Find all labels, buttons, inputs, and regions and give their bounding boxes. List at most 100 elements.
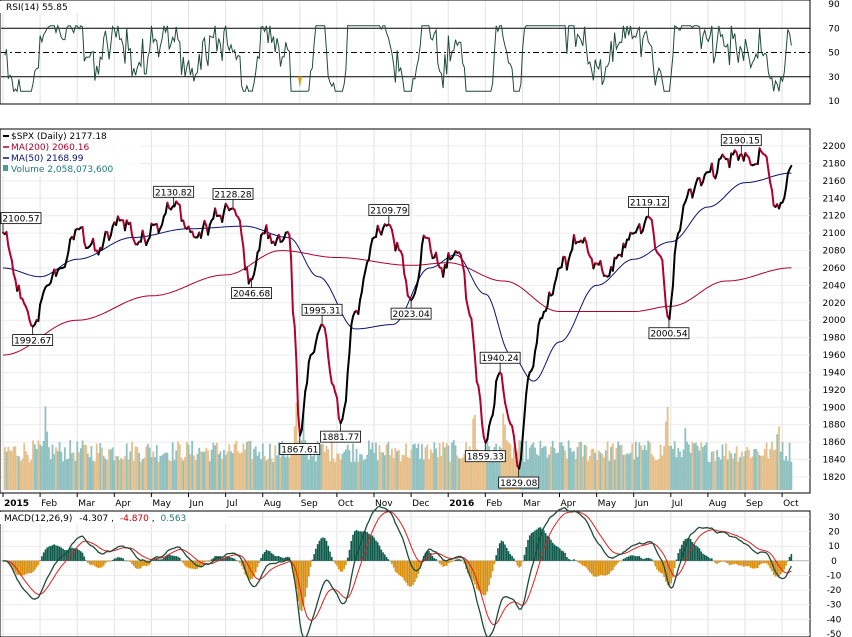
macd-histogram-bar bbox=[686, 538, 688, 561]
macd-histogram-bar bbox=[403, 560, 406, 581]
macd-histogram-bar bbox=[774, 560, 777, 577]
macd-histogram-bar bbox=[571, 560, 573, 561]
price-segment bbox=[417, 266, 422, 280]
price-segment bbox=[670, 284, 674, 303]
macd-histogram-bar bbox=[463, 560, 466, 564]
price-segment bbox=[9, 252, 13, 262]
macd-histogram-bar bbox=[329, 551, 331, 561]
volume-bar bbox=[735, 446, 738, 490]
price-segment bbox=[627, 231, 632, 241]
volume-bar bbox=[385, 444, 388, 490]
volume-bar bbox=[435, 448, 437, 490]
x-tick-label: Aug bbox=[264, 499, 282, 509]
price-segment bbox=[465, 297, 469, 309]
volume-bar bbox=[417, 443, 420, 490]
volume-bar bbox=[23, 443, 26, 490]
volume-bar bbox=[576, 447, 579, 490]
macd-histogram-bar bbox=[196, 560, 199, 569]
macd-histogram-bar bbox=[440, 560, 443, 565]
volume-bar bbox=[235, 440, 238, 490]
volume-bar bbox=[394, 448, 397, 490]
rsi-line bbox=[4, 24, 792, 93]
price-segment bbox=[661, 259, 666, 285]
volume-bar bbox=[535, 454, 538, 490]
price-segment bbox=[486, 425, 491, 441]
price-segment bbox=[396, 241, 400, 252]
macd-histogram-bar bbox=[783, 560, 786, 570]
macd-histogram-bar bbox=[247, 560, 250, 580]
macd-histogram-bar bbox=[182, 560, 185, 564]
macd-histogram-bar bbox=[281, 557, 284, 561]
macd-histogram-bar bbox=[479, 560, 482, 592]
macd-histogram-bar bbox=[481, 560, 483, 595]
macd-histogram-bar bbox=[445, 560, 448, 566]
macd-histogram-bar bbox=[414, 560, 416, 583]
price-segment bbox=[567, 252, 572, 262]
macd-histogram-bar bbox=[72, 548, 75, 561]
macd-histogram-bar bbox=[49, 546, 52, 561]
legend-price: $SPX (Daily) 2177.18 bbox=[11, 132, 107, 142]
volume-bar bbox=[12, 446, 15, 490]
macd-histogram-bar bbox=[633, 555, 635, 561]
price-tick-label: 1820 bbox=[823, 473, 846, 483]
volume-bar bbox=[622, 454, 625, 490]
volume-bar bbox=[30, 459, 33, 490]
volume-bar bbox=[16, 455, 19, 490]
volume-bar bbox=[786, 460, 789, 490]
price-segment bbox=[258, 234, 263, 251]
price-segment bbox=[519, 436, 524, 460]
macd-histogram-bar bbox=[136, 560, 139, 569]
legend-bg bbox=[1, 130, 141, 176]
legend-ma50: MA(50) 2168.99 bbox=[11, 154, 84, 164]
annotation-label: 1829.08 bbox=[500, 479, 537, 489]
legend-volume: Volume 2,058,073,600 bbox=[11, 165, 113, 175]
macd-value-signal: -4.870 bbox=[120, 514, 149, 524]
price-segment bbox=[357, 298, 362, 315]
volume-bar bbox=[277, 442, 280, 490]
macd-histogram-bar bbox=[735, 560, 738, 564]
macd-histogram-bar bbox=[709, 558, 711, 561]
volume-bar bbox=[141, 459, 144, 490]
volume-bar bbox=[102, 456, 105, 490]
volume-bar bbox=[684, 428, 687, 490]
volume-bar bbox=[155, 444, 158, 490]
volume-bar bbox=[638, 442, 641, 490]
macd-histogram-bar bbox=[527, 539, 529, 561]
volume-bar bbox=[283, 453, 285, 490]
macd-histogram-bar bbox=[79, 551, 82, 561]
macd-histogram-bar bbox=[353, 531, 356, 561]
x-tick-label: Mar bbox=[78, 499, 95, 509]
volume-bar bbox=[348, 450, 351, 490]
macd-histogram-bar bbox=[468, 560, 471, 577]
macd-histogram-bar bbox=[451, 560, 453, 562]
macd-histogram-bar bbox=[596, 560, 598, 577]
volume-bar bbox=[274, 445, 277, 490]
macd-histogram-bar bbox=[240, 560, 243, 566]
price-segment bbox=[488, 418, 492, 428]
macd-histogram-bar bbox=[444, 560, 446, 567]
volume-bar bbox=[583, 444, 586, 490]
volume-bar bbox=[413, 443, 416, 490]
price-segment bbox=[298, 428, 303, 437]
volume-bar bbox=[272, 461, 275, 490]
volume-bar bbox=[369, 449, 372, 490]
volume-bar bbox=[721, 444, 724, 490]
volume-bar bbox=[359, 454, 361, 490]
volume-bar bbox=[28, 461, 31, 490]
macd-histogram-bar bbox=[78, 549, 80, 561]
price-segment bbox=[207, 223, 211, 236]
macd-histogram-bar bbox=[198, 560, 201, 568]
x-tick-label: Apr bbox=[115, 499, 131, 509]
macd-histogram-bar bbox=[631, 555, 634, 561]
price-segment bbox=[39, 297, 43, 306]
macd-histogram-bar bbox=[352, 534, 354, 561]
volume-bar bbox=[99, 443, 102, 490]
price-segment bbox=[650, 218, 655, 234]
volume-bar bbox=[755, 448, 757, 490]
volume-bar bbox=[452, 440, 455, 490]
macd-histogram-bar bbox=[406, 560, 409, 586]
volume-bar bbox=[336, 453, 338, 490]
volume-bar bbox=[299, 446, 301, 490]
volume-bar bbox=[781, 441, 784, 490]
price-segment bbox=[710, 162, 715, 177]
